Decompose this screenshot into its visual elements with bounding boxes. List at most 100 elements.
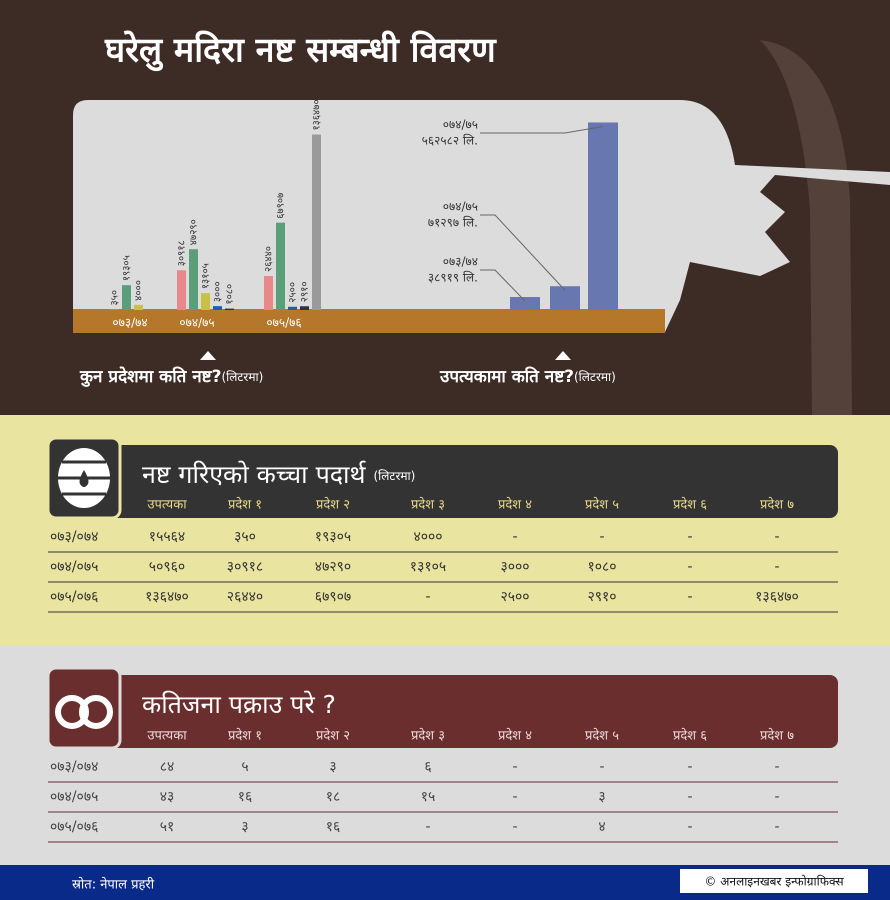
value-label: २९१० (300, 281, 311, 302)
cell: ६७९०७ (315, 589, 351, 605)
table-title-text: नष्ट गरिएको कच्चा पदार्थ (142, 460, 367, 489)
cell: २९१० (587, 589, 616, 605)
cell: - (687, 559, 692, 575)
cell: - (512, 529, 517, 545)
value-label: १०८० (225, 284, 236, 305)
cell: - (774, 529, 779, 545)
value-label: ६७९०७ (276, 193, 287, 219)
cell: ०७४/०७५ (50, 789, 98, 805)
cell: ४ (598, 819, 605, 835)
cell: - (512, 819, 517, 835)
cell: ०७४/०७५ (50, 559, 98, 575)
column-header: प्रदेश ४ (498, 497, 532, 513)
cell: - (687, 789, 692, 805)
bar (300, 306, 309, 310)
cell: - (774, 789, 779, 805)
cell: ०७३/०७४ (50, 529, 98, 545)
cell: - (687, 759, 692, 775)
column-header: उपत्यका (147, 498, 187, 513)
title: घरेलु मदिरा नष्ट सम्बन्धी विवरण (104, 30, 497, 72)
column-header: प्रदेश ७ (760, 728, 794, 744)
cell: ०७५/०७६ (50, 819, 98, 835)
value-label: २५०० (288, 282, 299, 303)
bottle-arm (760, 40, 852, 415)
cell: ३ (598, 789, 605, 805)
cell: - (687, 529, 692, 545)
cell: ३००० (500, 559, 529, 575)
cell: ५१ (160, 819, 175, 835)
cell: ६ (424, 759, 431, 775)
cell: ४३ (160, 789, 175, 805)
cell: १३६४७० (145, 589, 189, 605)
cell: - (512, 759, 517, 775)
cell: - (425, 819, 430, 835)
value-label: ५६२५८२ लि. (422, 134, 478, 148)
leader-line (480, 125, 604, 134)
cell: - (774, 819, 779, 835)
column-header: प्रदेश १ (228, 728, 262, 744)
caption: कुन प्रदेशमा कति नष्ट?(लिटरमा) (79, 366, 263, 387)
cell: ३०९१८ (227, 559, 263, 575)
cell: - (774, 759, 779, 775)
cell: २६४४० (227, 589, 263, 605)
bar (550, 286, 580, 310)
cell: ४००० (413, 529, 442, 545)
x-tick-label: ०७३/७४ (112, 316, 147, 330)
table-title: नष्ट गरिएको कच्चा पदार्थ (लिटरमा) (142, 460, 415, 489)
column-header: प्रदेश ७ (760, 497, 794, 513)
cell: १८ (326, 789, 341, 805)
category-label: ०७४/७५ (443, 118, 478, 132)
credit-box (680, 869, 868, 893)
cell: ४७२९० (315, 559, 351, 575)
caption-unit: (लिटरमा) (574, 370, 616, 384)
cell: ५०९६० (149, 559, 185, 575)
column-header: प्रदेश ५ (585, 497, 619, 513)
caption: उपत्यकामा कति नष्ट?(लिटरमा) (439, 366, 616, 387)
column-header: उपत्यका (147, 729, 187, 744)
x-tick-label: ०७५/७६ (266, 316, 301, 330)
value-label: २६४४० (264, 246, 275, 272)
bar (264, 276, 273, 310)
cell: - (774, 559, 779, 575)
value-label: १९३०५ (122, 255, 133, 281)
cell: १६ (238, 789, 253, 805)
x-tick-label: ०७४/७५ (179, 316, 214, 330)
value-label: ३००० (213, 281, 224, 302)
value-label: ३८९१९ लि. (428, 271, 478, 285)
bar (213, 306, 222, 310)
column-header: प्रदेश ६ (673, 728, 707, 744)
value-label: ३५० (110, 290, 121, 306)
source: स्रोत: नेपाल प्रहरी (72, 877, 155, 893)
cell: - (687, 589, 692, 605)
cell: १३६४७० (755, 589, 799, 605)
cell: १५ (421, 789, 436, 805)
handcuff-icon (79, 695, 113, 729)
value-label: ४००० (134, 280, 145, 301)
cell: ३५० (234, 529, 256, 545)
liquid (73, 309, 665, 333)
caption-unit: (लिटरमा) (221, 370, 263, 384)
column-header: प्रदेश ३ (411, 497, 445, 513)
bar (588, 122, 618, 311)
column-header: प्रदेश ३ (411, 728, 445, 744)
drop (79, 470, 89, 487)
cell: - (687, 819, 692, 835)
column-header: प्रदेश ६ (673, 497, 707, 513)
bar (288, 306, 297, 310)
value-label: १३६४७० (312, 99, 323, 130)
table-unit: (लिटरमा) (374, 469, 416, 483)
value-label: ३०९१८ (177, 240, 188, 266)
caption-text: उपत्यकामा कति नष्ट? (439, 366, 574, 387)
cell: ०७५/०७६ (50, 589, 98, 605)
cell: ८४ (160, 759, 175, 775)
bar (225, 308, 234, 310)
bar (177, 270, 186, 310)
bar (312, 134, 321, 310)
value-label: ४७२९० (189, 219, 200, 245)
cell: ३ (329, 759, 336, 775)
credit: © अनलाइनखबर इन्फोग्राफिक्स (704, 875, 844, 889)
table-header (110, 675, 838, 748)
cell: ०७३/०७४ (50, 759, 98, 775)
cell: - (599, 759, 604, 775)
